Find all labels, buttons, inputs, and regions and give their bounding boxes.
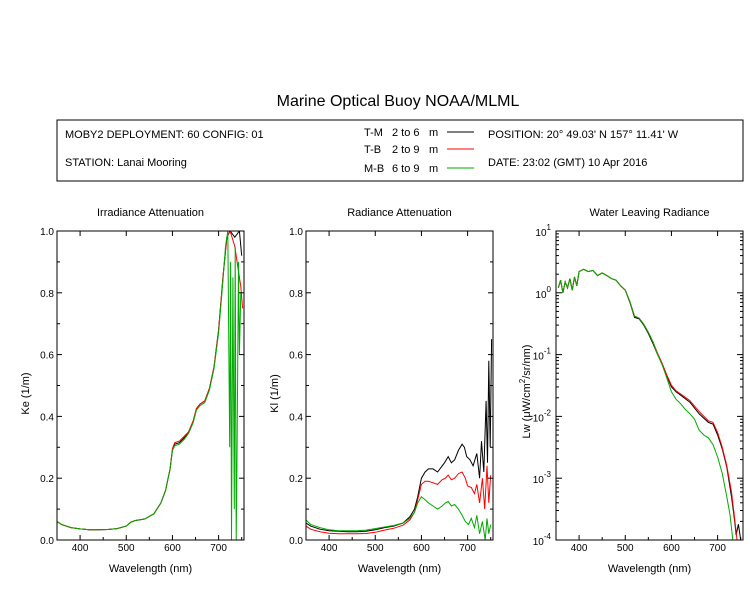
y-tick-label: 0.0 [289,536,303,547]
y-tick-label: 0.6 [40,351,54,362]
y-tick-label: 0.2 [289,474,303,485]
y-tick-label: 10-3 [533,470,552,486]
legend-range: 2 to 6 [392,127,420,139]
x-tick-label: 400 [571,543,588,554]
panel-water-leaving-radiance: Water Leaving Radiance 400 500 600 700 Wavele… [518,207,744,575]
y-tick-label: 0.8 [289,289,303,300]
plot-frame [555,230,744,541]
x-tick-label: 600 [663,543,680,554]
x-tick-label: 700 [210,543,227,554]
panel-title: Water Leaving Radiance [589,207,709,219]
y-tick-label: 101 [535,223,551,239]
date-text: DATE: 23:02 (GMT) 10 Apr 2016 [488,157,647,169]
legend-range: 2 to 9 [392,144,420,156]
panel-title: Radiance Attenuation [347,207,452,219]
legend-unit: m [429,163,438,175]
legend-range: 6 to 9 [392,163,420,175]
y-tick-label: 0.0 [40,536,54,547]
y-axis-label: Ke (1/m) [20,372,32,414]
series-line-1 [306,465,492,535]
x-tick-label: 500 [617,543,634,554]
deployment-text: MOBY2 DEPLOYMENT: 60 CONFIG: 01 [65,129,264,141]
y-tick-label: 0.2 [40,474,54,485]
legend-unit: m [429,127,438,139]
x-tick-label: 500 [367,543,384,554]
plot-frame [305,230,494,541]
y-tick-label: 10-2 [533,408,552,424]
legend-unit: m [429,144,438,156]
y-tick-label: 10-1 [533,347,552,363]
y-axis-label: Kl (1/m) [269,374,281,413]
x-tick-label: 600 [164,543,181,554]
y-tick-label: 0.6 [289,351,303,362]
x-tick-label: 600 [413,543,430,554]
y-axis-label: Lw (μW/cm2/sr/nm) [518,345,533,439]
legend-item-m-b: M-B 6 to 9 m [364,163,474,175]
station-text: STATION: Lanai Mooring [65,157,187,169]
x-tick-label: 400 [72,543,89,554]
series-line-2 [306,495,492,540]
legend-item-t-m: T-M 2 to 6 m [364,127,474,139]
y-tick-label: 1.0 [40,227,54,238]
panel-radiance-attenuation: Radiance Attenuation 400 500 600 700 Waveleng… [269,207,494,575]
x-tick-label: 700 [459,543,476,554]
y-tick-label: 100 [535,285,551,301]
x-tick-label: 700 [709,543,726,554]
x-axis-label: Wavelength (nm) [109,563,192,575]
info-box: MOBY2 DEPLOYMENT: 60 CONFIG: 01 STATION:… [56,119,744,182]
x-tick-label: 500 [118,543,135,554]
position-text: POSITION: 20° 49.03' N 157° 11.41' W [488,129,679,141]
y-tick-label: 1.0 [289,227,303,238]
legend-code: M-B [364,163,384,175]
x-axis-label: Wavelength (nm) [358,563,441,575]
y-tick-label: 0.8 [40,289,54,300]
info-box-frame [56,119,744,182]
y-tick-label: 0.4 [289,412,303,423]
series-line-2 [557,268,734,540]
x-axis-label: Wavelength (nm) [608,563,691,575]
series-line-2 [57,231,242,540]
series-line-1 [557,268,738,540]
x-tick-label: 400 [321,543,338,554]
legend: T-M 2 to 6 m T-B 2 to 9 m M-B 6 to 9 m [364,127,474,175]
series-line-1 [57,231,244,531]
y-tick-label: 0.4 [40,412,54,423]
y-tick-label: 10-4 [533,532,552,548]
panel-irradiance-attenuation: Irradiance Attenuation 400 500 600 700 Wavele… [20,207,245,575]
series-line-0 [557,268,742,540]
series-line-0 [57,231,243,531]
legend-code: T-B [364,144,381,156]
figure-title: Marine Optical Buoy NOAA/MLML [277,93,520,110]
panel-title: Irradiance Attenuation [97,207,204,219]
legend-code: T-M [364,127,383,139]
plot-frame [56,230,245,541]
series-line-0 [306,339,493,533]
legend-item-t-b: T-B 2 to 9 m [364,144,474,156]
